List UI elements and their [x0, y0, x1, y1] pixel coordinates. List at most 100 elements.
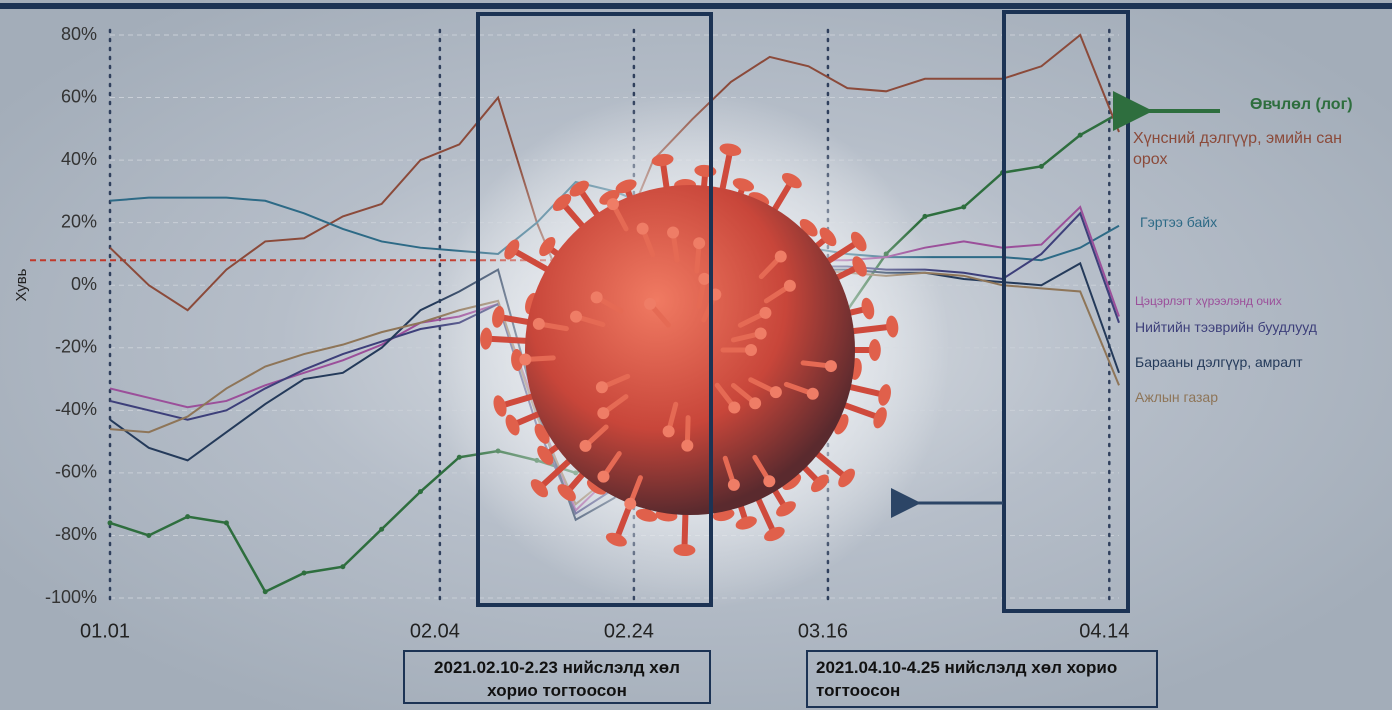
virus-spike-head — [532, 317, 545, 330]
virus-spike-head — [673, 544, 696, 557]
virus-spike-head — [783, 279, 796, 292]
legend-label: Цэцэрлэгт хүрээлэнд очих — [1135, 294, 1282, 308]
virus-spike-head — [480, 327, 493, 350]
series-point — [1038, 163, 1044, 169]
virus-spike-head — [838, 468, 855, 488]
legend-label: Өвчлөл (лог) — [1250, 96, 1353, 113]
virus-spike-head — [819, 227, 837, 247]
legend-label: Ажлын газар — [1135, 389, 1218, 405]
series-point — [223, 520, 229, 526]
series-point — [107, 520, 113, 526]
virus-spike-head — [824, 360, 837, 373]
series-point — [417, 489, 423, 495]
virus-spike-head — [764, 526, 785, 542]
legend-label: Нийтийн тээврийн буудлууд — [1135, 319, 1317, 335]
virus-illustration — [430, 90, 950, 610]
virus-spike-head — [719, 143, 742, 156]
virus-spike-head — [505, 414, 520, 436]
virus-spike-head — [698, 272, 711, 285]
virus-spike-head — [732, 178, 755, 192]
legend-label: Гэртээ байх — [1140, 214, 1218, 230]
virus-spike-head — [782, 473, 802, 491]
x-tick-label: 02.24 — [604, 620, 654, 642]
virus-spike-head — [492, 305, 505, 328]
y-tick-label: -40% — [55, 399, 97, 419]
virus-spike-head — [852, 256, 867, 277]
virus-spike-head — [586, 478, 607, 495]
virus-spike-head — [850, 231, 867, 252]
top-bar — [0, 3, 1392, 9]
virus-body — [525, 185, 855, 515]
legend-label: Хүнсний дэлгүүр, эмийн сан орох — [1133, 130, 1343, 168]
y-tick-label: -80% — [55, 524, 97, 544]
virus-spike-head — [597, 470, 610, 483]
x-tick-label: 03.16 — [798, 620, 848, 642]
annotation: 2021.04.10-4.25 нийслэлд хөл хорио тогто… — [806, 650, 1158, 708]
virus-spike-head — [759, 306, 772, 319]
virus-spike-head — [861, 297, 875, 320]
x-tick-label: 02.04 — [410, 620, 460, 642]
virus-spike-head — [606, 198, 619, 211]
virus-spike-head — [763, 475, 776, 488]
virus-spike-head — [569, 180, 589, 197]
y-tick-label: -20% — [55, 337, 97, 357]
series-point — [961, 204, 967, 210]
virus-spike-head — [810, 474, 829, 493]
y-tick-label: -100% — [45, 587, 97, 607]
y-tick-label: -60% — [55, 462, 97, 482]
virus-spike-head — [595, 381, 608, 394]
virus-spike-head — [776, 501, 796, 517]
annotation: 2021.02.10-2.23 нийслэлд хөл хорио тогто… — [403, 650, 711, 704]
virus-spike-head — [799, 218, 818, 237]
virus-spike-head — [557, 484, 576, 502]
series-point — [922, 213, 928, 219]
y-tick-label: 40% — [61, 149, 97, 169]
virus-spike-head — [539, 237, 556, 257]
virus-spike-head — [749, 397, 762, 410]
virus-spike-head — [537, 445, 554, 465]
y-tick-label: 80% — [61, 24, 97, 44]
virus-spike-head — [493, 395, 507, 417]
virus-spike-head — [579, 439, 592, 452]
series-point — [262, 589, 268, 595]
virus-spike-head — [774, 250, 787, 263]
virus-spike-head — [769, 386, 782, 399]
virus-spike-head — [504, 239, 520, 260]
virus-spike-head — [667, 226, 680, 239]
virus-spike-head — [886, 315, 899, 338]
virus-spike-head — [644, 297, 657, 310]
virus-spike-head — [636, 222, 649, 235]
period-box — [476, 12, 713, 607]
legend-label: Барааны дэлгүүр, амралт — [1135, 354, 1303, 370]
virus-spike-head — [597, 407, 610, 420]
virus-spike-head — [590, 291, 603, 304]
virus-spike-head — [693, 237, 706, 250]
virus-spike-head — [651, 153, 674, 167]
virus-spike-head — [530, 479, 549, 498]
x-tick-label: 04.14 — [1079, 620, 1129, 642]
virus-spike-head — [511, 349, 524, 371]
series-point — [340, 564, 346, 570]
virus-spike-head — [806, 387, 819, 400]
virus-spike-head — [878, 384, 891, 406]
overlay — [476, 10, 1220, 613]
y-axis-label: Хувь — [13, 268, 30, 301]
series-point — [301, 570, 307, 576]
virus-spike-head — [873, 407, 887, 429]
virus-spike-head — [727, 478, 740, 491]
period-box — [1002, 10, 1130, 613]
x-tick-label: 01.01 — [80, 620, 130, 642]
y-tick-label: 0% — [71, 274, 97, 294]
virus-spike-head — [868, 339, 881, 361]
virus-spike-head — [624, 497, 637, 510]
y-tick-label: 60% — [61, 86, 97, 106]
series-point — [1077, 132, 1083, 138]
virus-spike-head — [552, 193, 572, 212]
series-point — [379, 526, 385, 532]
virus-spike-head — [635, 508, 658, 522]
virus-spike-head — [605, 532, 627, 547]
series-point — [1116, 110, 1122, 116]
virus-spike-head — [745, 344, 757, 356]
virus-spike-head — [781, 172, 802, 189]
